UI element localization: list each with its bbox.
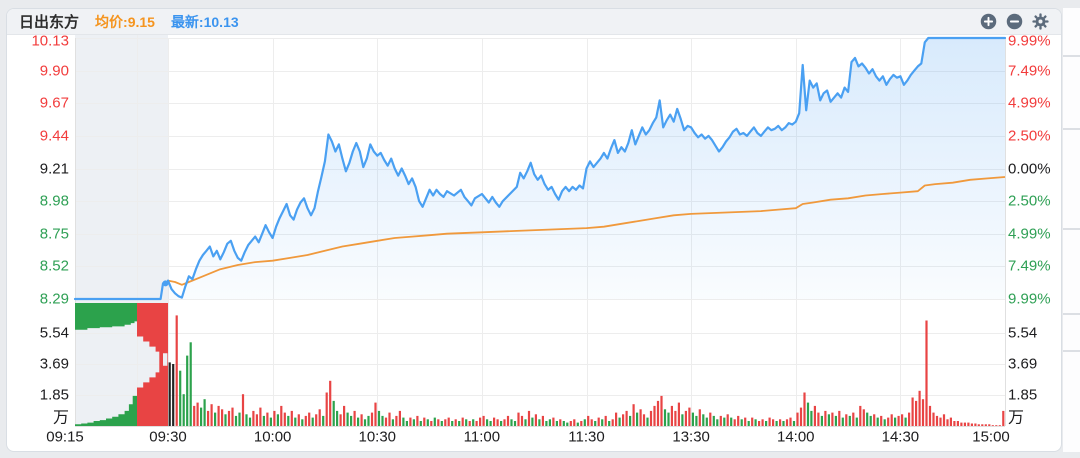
pct-tick: 4.99% [1008,225,1051,243]
average-price: 均价:9.15 [95,12,155,32]
time-tick: 10:30 [358,428,397,446]
volume-tick: 5.54 [39,324,69,342]
price-tick: 8.29 [39,290,69,308]
settings-button[interactable] [1032,13,1049,30]
volume-tick: 3.69 [1008,355,1038,373]
zoom-out-button[interactable] [1006,13,1023,30]
price-tick: 9.44 [39,127,69,145]
pct-tick: 2.50% [1008,192,1051,210]
price-tick: 8.75 [39,225,69,243]
latest-price: 最新:10.13 [171,12,239,32]
stock-chart-widget: 日出东方 均价:9.15 最新:10.13 [6,8,1062,452]
volume-unit: 万 [52,409,69,427]
pct-tick: 0.00% [1008,160,1051,177]
time-tick: 14:30 [881,428,920,446]
average-price-value: 9.15 [127,13,155,30]
pct-tick: 4.99% [1008,94,1051,112]
time-tick: 09:15 [46,428,84,446]
price-tick: 8.52 [39,257,69,275]
adjacent-panel-edge [1063,8,1080,452]
divider-line [1063,228,1080,230]
divider-line [1063,128,1080,130]
price-tick: 9.21 [39,160,69,177]
divider-line [1063,313,1080,315]
chart-header: 日出东方 均价:9.15 最新:10.13 [7,9,1061,35]
price-tick: 9.67 [39,94,69,112]
price-tick: 8.98 [39,192,69,210]
volume-unit: 万 [1008,409,1025,427]
average-price-label: 均价: [95,13,128,30]
price-tick: 9.90 [39,62,69,80]
divider-line [1063,55,1080,57]
volume-tick: 3.69 [39,355,69,373]
time-tick: 15:00 [972,428,1010,446]
chart-toolbar [980,13,1049,30]
volume-tick: 1.85 [39,386,69,404]
volume-tick: 5.54 [1008,324,1038,342]
pct-tick: 7.49% [1008,257,1051,275]
chart-area[interactable]: 10.13 9.90 9.67 9.44 9.21 8.98 8.75 8.52 8.29 9.9… [7,32,1061,451]
gear-icon [1032,13,1049,30]
time-tick: 13:30 [672,428,710,446]
divider-line [1063,350,1080,352]
time-tick: 09:30 [149,428,187,446]
stock-name: 日出东方 [19,14,80,31]
pct-tick: 2.50% [1008,127,1051,145]
time-tick: 11:30 [568,428,605,446]
time-tick: 14:00 [776,428,815,446]
latest-price-label: 最新: [170,13,204,30]
volume-tick: 1.85 [1008,386,1038,404]
price-tick: 10.13 [31,32,69,50]
minus-circle-icon [1006,13,1023,30]
pct-tick: 7.49% [1008,62,1051,80]
chart-canvas[interactable] [7,35,1061,451]
pct-tick: 9.99% [1008,290,1051,308]
time-tick: 10:00 [253,428,292,446]
zoom-in-button[interactable] [980,13,997,30]
latest-price-value: 10.13 [203,13,239,30]
plus-circle-icon [980,13,997,30]
time-tick: 11:00 [463,428,501,446]
pct-tick: 9.99% [1008,32,1051,50]
